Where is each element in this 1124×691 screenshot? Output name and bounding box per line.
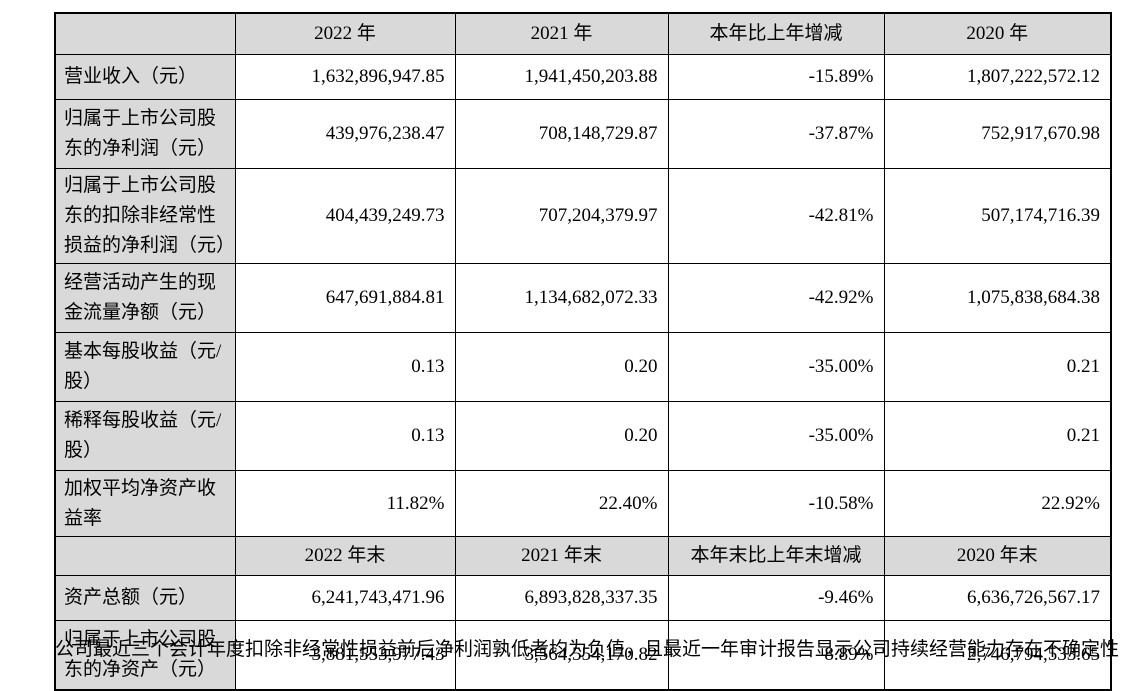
value-cell: 1,941,450,203.88 (454, 54, 669, 100)
table-row-operating-cash-flow: 经营活动产生的现金流量净额（元） 647,691,884.81 1,134,68… (54, 263, 1112, 333)
clipped-footnote-text: 公司最近三个会计年度扣除非经常性损益前后净利润孰低者均为负值，且最近一年审计报告… (55, 639, 1120, 660)
value-cell: 1,134,682,072.33 (454, 263, 669, 333)
value-cell: 0.13 (234, 332, 456, 402)
header-row-period: 2022 年 2021 年 本年比上年增减 2020 年 (54, 12, 1112, 55)
table-row-revenue: 营业收入（元） 1,632,896,947.85 1,941,450,203.8… (54, 54, 1112, 100)
value-cell: 1,807,222,572.12 (883, 54, 1112, 100)
value-cell: 6,893,828,337.35 (454, 575, 669, 621)
column-header-end-change: 本年末比上年末增减 (667, 536, 885, 576)
value-cell: -10.58% (667, 470, 885, 537)
column-header-2021: 2021 年 (454, 12, 669, 55)
value-cell: -42.92% (667, 263, 885, 333)
row-label-cell: 基本每股收益（元/股） (54, 332, 236, 402)
column-header-2021-end: 2021 年末 (454, 536, 669, 576)
row-label-cell: 归属于上市公司股东的净利润（元） (54, 99, 236, 169)
financial-summary-table: 2022 年 2021 年 本年比上年增减 2020 年 营业收入（元） 1,6… (54, 12, 1112, 691)
value-cell: 0.20 (454, 332, 669, 402)
row-label-cell: 稀释每股收益（元/股） (54, 401, 236, 471)
row-label-cell: 归属于上市公司股东的扣除非经常性损益的净利润（元） (54, 168, 236, 264)
value-cell: 0.20 (454, 401, 669, 471)
corner-cell (54, 12, 236, 55)
table-row-diluted-eps: 稀释每股收益（元/股） 0.13 0.20 -35.00% 0.21 (54, 401, 1112, 471)
table-row-net-profit-excl-nonrecurring: 归属于上市公司股东的扣除非经常性损益的净利润（元） 404,439,249.73… (54, 168, 1112, 264)
value-cell: -9.46% (667, 575, 885, 621)
row-label-cell: 加权平均净资产收益率 (54, 470, 236, 537)
header-row-period-end: 2022 年末 2021 年末 本年末比上年末增减 2020 年末 (54, 536, 1112, 576)
value-cell: 1,075,838,684.38 (883, 263, 1112, 333)
value-cell: -15.89% (667, 54, 885, 100)
value-cell: -37.87% (667, 99, 885, 169)
value-cell: 22.40% (454, 470, 669, 537)
column-header-2022: 2022 年 (234, 12, 456, 55)
value-cell: 0.21 (883, 401, 1112, 471)
value-cell: 404,439,249.73 (234, 168, 456, 264)
value-cell: 752,917,670.98 (883, 99, 1112, 169)
value-cell: 439,976,238.47 (234, 99, 456, 169)
value-cell: 0.13 (234, 401, 456, 471)
row-label-cell: 经营活动产生的现金流量净额（元） (54, 263, 236, 333)
table-row-net-profit: 归属于上市公司股东的净利润（元） 439,976,238.47 708,148,… (54, 99, 1112, 169)
column-header-2020: 2020 年 (883, 12, 1112, 55)
table-row-total-assets: 资产总额（元） 6,241,743,471.96 6,893,828,337.3… (54, 575, 1112, 621)
value-cell: 647,691,884.81 (234, 263, 456, 333)
value-cell: -35.00% (667, 401, 885, 471)
value-cell: 22.92% (883, 470, 1112, 537)
column-header-2020-end: 2020 年末 (883, 536, 1112, 576)
value-cell: 708,148,729.87 (454, 99, 669, 169)
value-cell: 11.82% (234, 470, 456, 537)
value-cell: -42.81% (667, 168, 885, 264)
table-row-basic-eps: 基本每股收益（元/股） 0.13 0.20 -35.00% 0.21 (54, 332, 1112, 402)
value-cell: 6,636,726,567.17 (883, 575, 1112, 621)
value-cell: 6,241,743,471.96 (234, 575, 456, 621)
table-row-weighted-avg-roe: 加权平均净资产收益率 11.82% 22.40% -10.58% 22.92% (54, 470, 1112, 537)
row-label-cell: 营业收入（元） (54, 54, 236, 100)
value-cell: 707,204,379.97 (454, 168, 669, 264)
column-header-2022-end: 2022 年末 (234, 536, 456, 576)
value-cell: 0.21 (883, 332, 1112, 402)
value-cell: 1,632,896,947.85 (234, 54, 456, 100)
corner-cell (54, 536, 236, 576)
value-cell: -35.00% (667, 332, 885, 402)
value-cell: 507,174,716.39 (883, 168, 1112, 264)
row-label-cell: 资产总额（元） (54, 575, 236, 621)
column-header-yoy-change: 本年比上年增减 (667, 12, 885, 55)
